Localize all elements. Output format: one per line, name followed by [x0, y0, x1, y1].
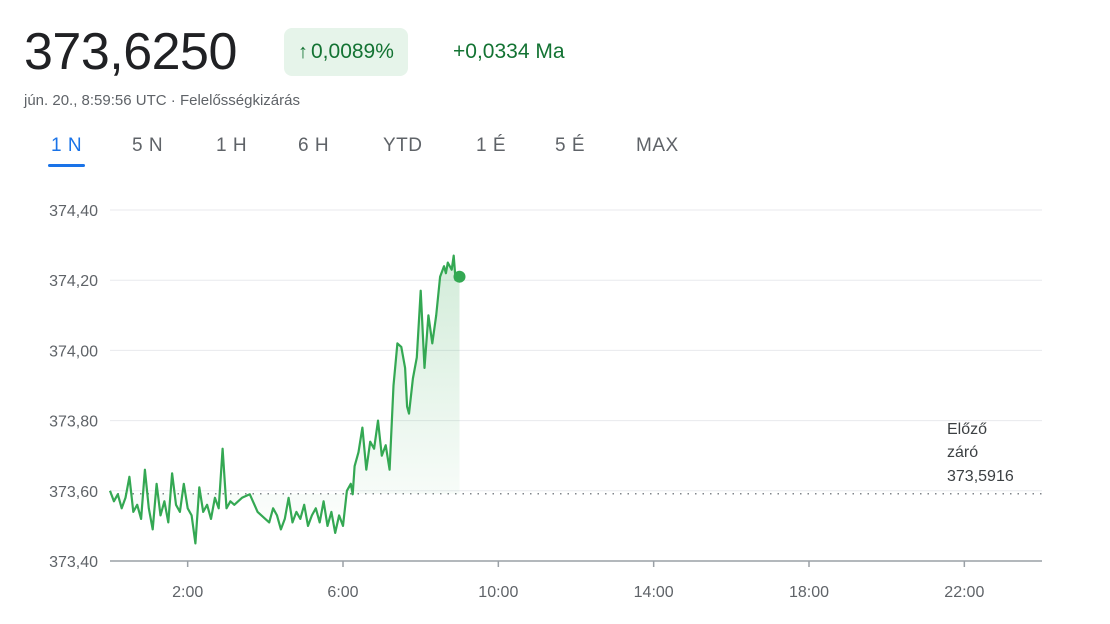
tab-ytd[interactable]: YTD [383, 135, 423, 156]
y-tick-label: 373,80 [49, 414, 98, 431]
x-tick-label: 14:00 [634, 584, 674, 601]
last-price-point [453, 270, 466, 283]
arrow-up-icon: ↑ [298, 40, 308, 63]
separator: · [166, 92, 180, 109]
tab-max[interactable]: MAX [636, 135, 679, 156]
x-tick-label: 22:00 [944, 584, 984, 601]
y-tick-label: 373,60 [49, 484, 98, 501]
timestamp: jún. 20., 8:59:56 UTC [24, 92, 167, 109]
percent-change-value: 0,0089% [311, 40, 394, 63]
y-axis-labels: 373,40 373,60 373,80 374,00 374,20 374,40 [49, 203, 98, 571]
x-axis-labels: 2:00 6:00 10:00 14:00 18:00 22:00 [172, 584, 984, 601]
previous-close-label-line-2: záró [947, 444, 978, 461]
disclaimer-link[interactable]: Felelősségkizárás [179, 92, 300, 109]
price-area-fill [110, 255, 460, 544]
x-tick-label: 2:00 [172, 584, 203, 601]
tab-1-year[interactable]: 1 É [476, 135, 507, 156]
tab-1-day[interactable]: 1 N [47, 130, 86, 170]
y-tick-label: 373,40 [49, 554, 98, 571]
timestamp-line: jún. 20., 8:59:56 UTC · Felelősségkizárá… [24, 92, 300, 109]
percent-change-badge: ↑ 0,0089% [284, 28, 408, 76]
previous-close-value: 373,5916 [947, 468, 1014, 485]
y-tick-label: 374,20 [49, 273, 98, 290]
grid [110, 209, 1042, 567]
tab-1-month[interactable]: 1 H [216, 135, 248, 156]
tab-5-years[interactable]: 5 É [555, 135, 586, 156]
tab-6-months[interactable]: 6 H [298, 135, 330, 156]
price-chart[interactable]: 373,40 373,60 373,80 374,00 374,20 374,40 2:0… [0, 180, 1110, 624]
price-line [108, 254, 461, 545]
x-tick-label: 6:00 [327, 584, 358, 601]
current-price: 373,6250 [24, 23, 237, 81]
absolute-change: +0,0334 Ma [453, 40, 565, 63]
tab-5-days[interactable]: 5 N [132, 135, 164, 156]
x-tick-label: 18:00 [789, 584, 829, 601]
y-tick-label: 374,40 [49, 203, 98, 220]
y-tick-label: 374,00 [49, 343, 98, 360]
previous-close-label-line-1: Előző [947, 421, 987, 438]
x-tick-label: 10:00 [478, 584, 518, 601]
